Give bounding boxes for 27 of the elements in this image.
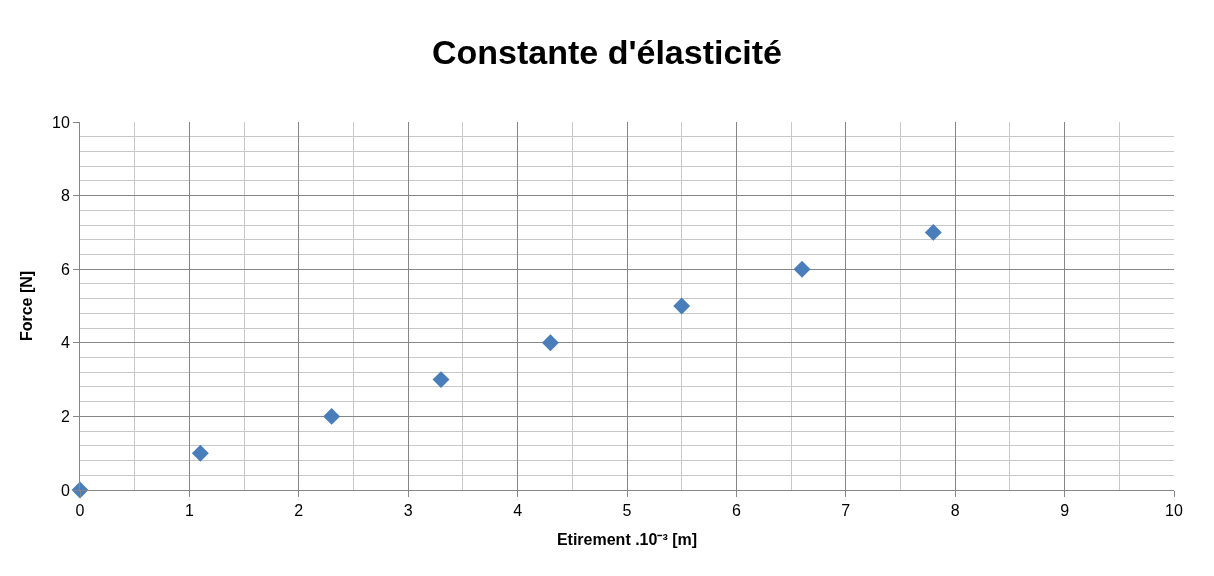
point	[432, 371, 450, 389]
y-tick-label: 8	[60, 187, 70, 205]
point	[541, 334, 559, 352]
y-tick-label: 6	[60, 260, 70, 278]
point	[323, 407, 341, 425]
chart-title: Constante d'élasticité	[431, 33, 783, 72]
x-tick-label: 5	[622, 502, 632, 520]
y-tick-label: 0	[60, 481, 70, 499]
y-tick-label: 2	[60, 408, 70, 425]
point	[673, 297, 691, 315]
x-tick-label: 9	[1060, 502, 1070, 520]
x-tick-label: 4	[513, 502, 523, 520]
x-tick-label: 7	[841, 502, 851, 520]
x-axis-title: Etirement .10⁻³ [m]	[556, 530, 698, 548]
point	[924, 223, 942, 241]
x-tick-label: 10	[1165, 502, 1183, 520]
y-axis-title: Force [N]	[17, 270, 35, 342]
point	[191, 444, 209, 462]
x-tick-label: 8	[950, 502, 960, 520]
x-tick-label: 1	[184, 502, 194, 520]
x-tick-label: 0	[75, 502, 85, 520]
y-tick-label: 10	[52, 113, 70, 131]
y-tick-label: 4	[60, 334, 70, 352]
x-tick-label: 6	[731, 502, 741, 520]
x-tick-label: 2	[294, 502, 304, 520]
point	[793, 260, 811, 278]
x-tick-label: 3	[403, 502, 413, 520]
